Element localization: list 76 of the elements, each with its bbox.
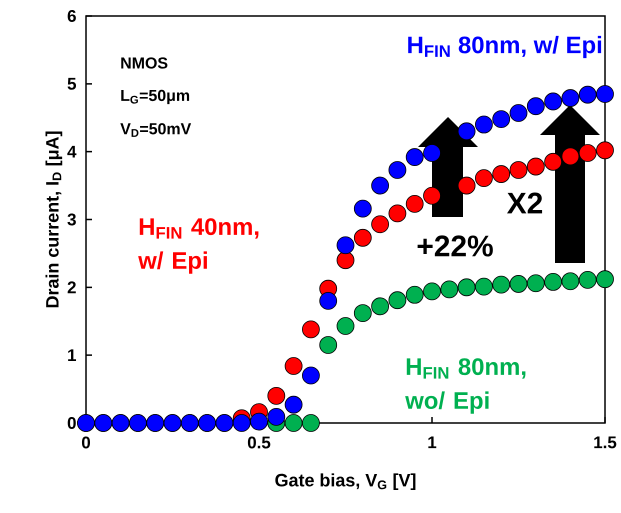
point [578,144,597,162]
point [562,89,580,107]
point [267,386,286,405]
point [406,286,424,304]
y-tick-label: 5 [68,78,76,90]
point [475,116,493,134]
point [544,92,562,110]
y-tick-label: 6 [68,10,76,22]
point [371,215,390,234]
series-label: H$_{FIN}$ 80nm, w/ Epi [408,36,602,58]
point [354,304,372,322]
point [510,104,528,122]
point [562,272,580,290]
x-tick-label: 1.5 [594,436,616,448]
point [475,169,493,188]
point [492,276,510,294]
point [526,158,545,176]
point [371,176,390,194]
point [406,194,424,213]
point [423,186,441,205]
text: H$_{FIN}$ 80nm, wo/ Epi [405,358,526,414]
point [354,200,372,218]
point [423,144,441,162]
point [336,251,354,270]
annotation: NMOS [121,57,168,69]
x-axis-title: Gate bias, V$_{G}$ [V] [275,473,416,490]
point [302,366,320,384]
point [526,274,545,292]
point [510,161,528,179]
y-tick-label: 0 [68,416,76,429]
point [250,412,268,431]
point [319,336,338,354]
point [578,86,597,104]
point [510,275,528,293]
annotation: L$_{G}$=50μm [121,90,190,104]
point [544,272,562,291]
y-tick-label: 1 [68,349,76,361]
point [284,414,303,432]
point [232,414,251,432]
point [302,414,320,432]
point [336,317,354,335]
point [458,278,476,296]
annotation: +22% [418,235,493,257]
x-tick-label: 0 [82,436,90,449]
point [406,148,424,166]
point [302,320,320,338]
annotation: X2 [506,192,542,214]
point [475,278,493,296]
y-tick-label: 2 [68,281,76,294]
x-tick-label: 1 [428,436,436,448]
point [458,176,476,194]
point [492,110,510,128]
point [336,236,354,254]
point [578,270,597,289]
point [388,161,406,179]
point [354,228,372,247]
point [423,282,441,300]
point [492,165,510,183]
point [526,97,545,116]
y-tick-label: 4 [67,146,76,158]
point [544,152,562,171]
text: H$_{FIN}$ 40nm, w/ Epi [138,218,258,274]
point [458,122,476,140]
point [388,204,406,222]
point [371,297,390,316]
point [284,357,303,375]
x-tick-label: 0.5 [248,436,270,449]
point [284,396,303,414]
point [388,291,406,310]
point [267,408,286,426]
y-axis-title: Drain current, I$_{D}$ [μA] [46,132,62,308]
y-tick-label: 3 [67,213,76,226]
point [562,148,580,166]
point [440,280,458,298]
annotation: V$_{D}$=50mV [120,123,192,137]
point [319,292,338,310]
